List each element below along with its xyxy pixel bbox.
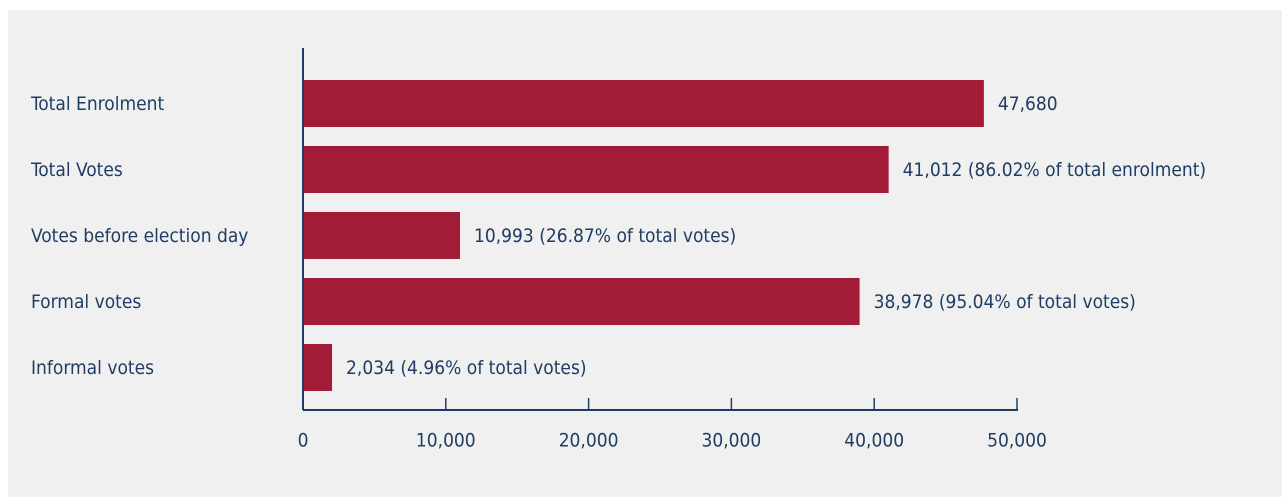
y-tick-label: Formal votes — [31, 291, 141, 313]
x-tick-label: 40,000 — [844, 430, 904, 452]
y-tick-label: Total Enrolment — [30, 93, 164, 115]
bar — [303, 212, 460, 259]
x-tick-label: 30,000 — [702, 430, 762, 452]
bar — [303, 278, 860, 325]
y-tick-label: Votes before election day — [31, 225, 248, 247]
x-tick-label: 0 — [298, 430, 309, 452]
y-tick-label: Informal votes — [31, 357, 154, 379]
bar — [303, 146, 889, 193]
x-tick-label: 50,000 — [987, 430, 1047, 452]
x-tick-label: 10,000 — [416, 430, 476, 452]
x-tick-label: 20,000 — [559, 430, 619, 452]
data-label: 10,993 (26.87% of total votes) — [474, 225, 736, 247]
data-label: 47,680 — [998, 93, 1058, 115]
bar — [303, 80, 984, 127]
data-label: 41,012 (86.02% of total enrolment) — [903, 159, 1206, 181]
data-label: 2,034 (4.96% of total votes) — [346, 357, 587, 379]
bar — [303, 344, 333, 391]
data-label: 38,978 (95.04% of total votes) — [874, 291, 1136, 313]
y-tick-label: Total Votes — [30, 159, 123, 181]
